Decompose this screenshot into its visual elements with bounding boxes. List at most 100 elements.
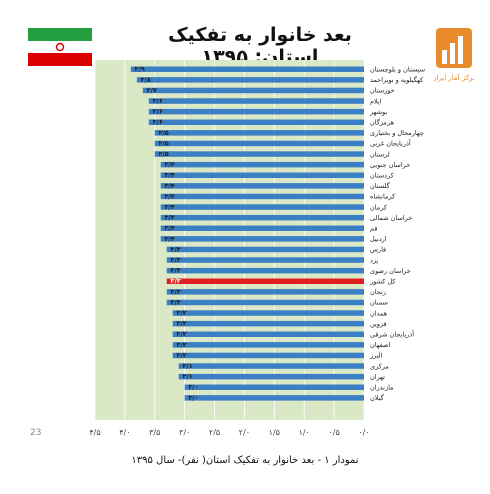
bar-value-label: ۳/۴ (164, 235, 174, 243)
category-label: کل کشور (369, 278, 396, 286)
bar-value-label: ۳/۵ (158, 150, 168, 158)
x-tick-label: ۳/۵ (149, 428, 160, 437)
bar (166, 278, 364, 284)
bar (166, 289, 364, 295)
bar (178, 363, 364, 369)
category-label: آذربایجان شرقی (370, 330, 415, 339)
bar-value-label: ۳/۲ (176, 341, 186, 349)
category-label: تهران (370, 373, 385, 381)
category-label: اصفهان (370, 341, 391, 349)
bar-value-label: ۳/۴ (164, 214, 174, 222)
category-label: البرز (369, 352, 383, 360)
category-label: آذربایجان غربی (370, 139, 412, 148)
x-tick-label: ۲/۵ (209, 428, 220, 437)
bar-value-label: ۳/۲ (176, 351, 186, 359)
bar-value-label: ۳/۶ (152, 108, 162, 116)
page-number: 23 (30, 428, 42, 438)
category-label: قم (370, 225, 377, 233)
bar (160, 183, 364, 189)
bar-value-label: ۳/۴ (164, 182, 174, 190)
category-label: خوزستان (370, 87, 395, 95)
bar-value-label: ۳/۴ (164, 203, 174, 211)
bar-value-label: ۳/۲ (176, 330, 186, 338)
bar (178, 373, 364, 380)
bar-value-label: ۳/۳ (170, 256, 180, 264)
x-tick-label: ۰/۰ (358, 428, 369, 437)
bar-value-label: ۳/۸ (141, 76, 151, 84)
bar (166, 299, 364, 306)
bar-value-label: ۳/۴ (164, 224, 174, 232)
category-label: هرمزگان (370, 119, 395, 127)
bar (148, 98, 364, 104)
bar (160, 161, 364, 168)
bar (172, 310, 364, 316)
bar (160, 204, 364, 210)
bar-value-label: ۳/۶ (152, 118, 162, 126)
bar (160, 172, 364, 178)
bar-value-label: ۳/۲ (176, 320, 186, 328)
bar (184, 384, 364, 390)
bar-value-label: ۳/۶ (152, 97, 162, 105)
bar-value-label: ۳/۹ (135, 65, 145, 73)
category-label: گیلان (370, 394, 385, 402)
bar (172, 331, 364, 337)
category-label: بوشهر (369, 108, 387, 116)
bar (166, 246, 364, 253)
category-label: سمنان (370, 299, 388, 307)
bar-value-label: ۳/۳ (170, 298, 180, 306)
category-label: فارس (370, 246, 386, 254)
x-tick-label: ۴/۰ (119, 428, 130, 437)
category-label: مازندران (370, 384, 394, 392)
category-label: اردبیل (370, 235, 387, 243)
bar-value-label: ۳/۵ (158, 139, 168, 147)
category-label: کرمان (370, 203, 388, 211)
bar (160, 214, 364, 221)
x-tick-label: ۰/۵ (328, 428, 339, 437)
bar (160, 225, 364, 231)
category-label: کهگیلویه و بویراحمد (370, 76, 424, 84)
bar-value-label: ۳/۲ (176, 309, 186, 317)
bar-value-label: ۳/۵ (158, 129, 168, 137)
bar-value-label: ۳/۴ (164, 161, 174, 169)
bar (154, 140, 364, 147)
category-label: کردستان (370, 172, 395, 180)
bar-value-label: ۳/۳ (170, 277, 180, 285)
logo-text: مرکز آمار ایران (434, 73, 474, 82)
bar (172, 320, 364, 327)
bar-value-label: ۳/۰ (188, 383, 198, 391)
iran-flag-icon (28, 28, 92, 66)
category-label: یزد (370, 256, 378, 264)
bar (166, 267, 364, 274)
bar-value-label: ۳/۴ (164, 192, 174, 200)
bar-value-label: ۳/۰ (188, 394, 198, 402)
category-label: ایلام (370, 97, 382, 105)
bar-value-label: ۳/۱ (182, 373, 192, 381)
category-label: گلستان (370, 182, 391, 190)
bar (154, 151, 364, 157)
category-label: قزوین (370, 320, 387, 328)
bar (160, 193, 364, 200)
bar (172, 352, 364, 359)
chart-caption: نمودار ۱ - بعد خانوار به تفکیک استان( نف… (131, 455, 359, 466)
bar (148, 119, 364, 125)
bar (142, 87, 364, 94)
category-label: چهارمحال و بختیاری (370, 129, 424, 137)
category-label: خراسان جنوبی (370, 161, 410, 169)
category-label: زنجان (370, 288, 386, 296)
bar (136, 77, 364, 83)
bar-value-label: ۳/۳ (170, 267, 180, 275)
category-label: لرستان (370, 150, 390, 158)
category-label: خراسان شمالی (370, 214, 412, 222)
category-label: کرمانشاه (370, 193, 396, 201)
bar-value-label: ۳/۷ (147, 86, 157, 94)
statistical-center-logo: مرکز آمار ایران (434, 28, 474, 82)
bar-value-label: ۳/۱ (182, 362, 192, 370)
bar (154, 130, 364, 136)
bar-value-label: ۳/۴ (164, 171, 174, 179)
bar (130, 66, 364, 72)
bar (184, 395, 364, 401)
category-label: سیستان و بلوچستان (370, 66, 425, 74)
category-label: همدان (370, 309, 388, 317)
x-tick-label: ۴/۵ (89, 428, 100, 437)
